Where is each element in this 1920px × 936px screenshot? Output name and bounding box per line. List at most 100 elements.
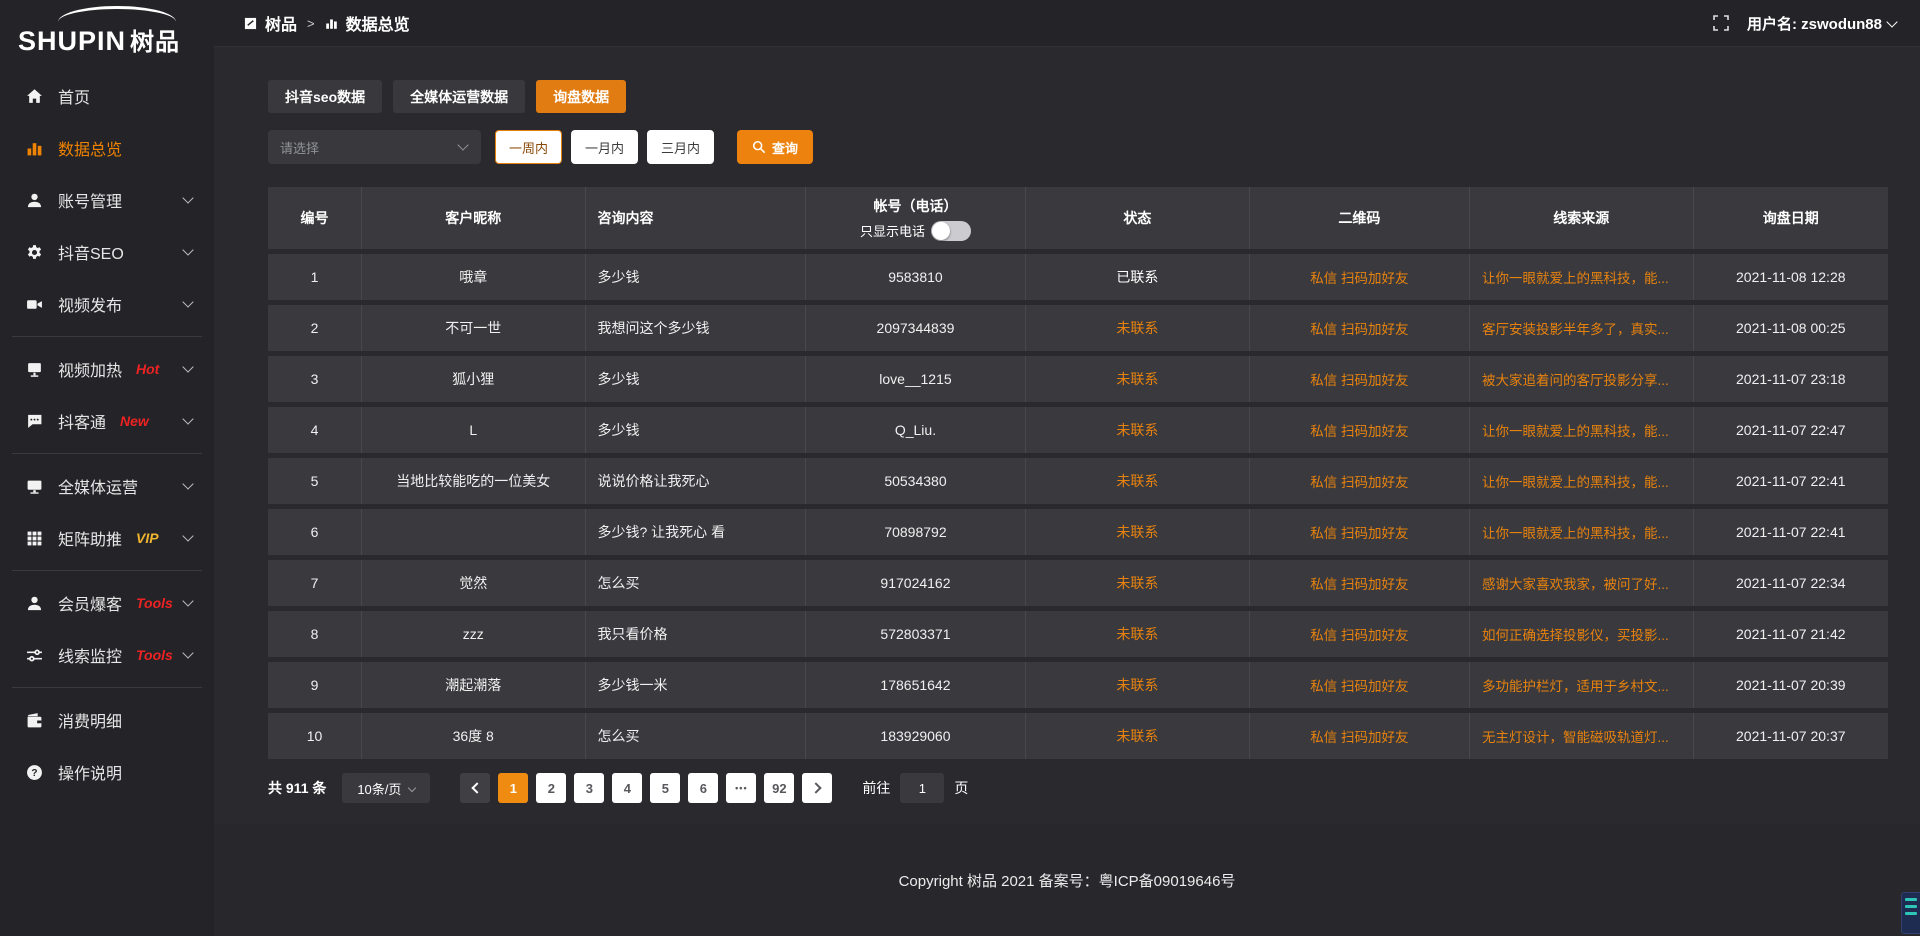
- sidebar-item-spend-detail[interactable]: 消费明细: [0, 694, 214, 746]
- cell-content: 说说价格让我死心: [585, 458, 806, 504]
- sidebar-item-douyin-seo[interactable]: 抖音SEO: [0, 226, 214, 278]
- lead-source-link[interactable]: 被大家追着问的客厅投影分享...: [1481, 373, 1669, 388]
- range-month-button[interactable]: 一月内: [571, 130, 639, 164]
- sidebar-item-matrix-boost[interactable]: 矩阵助推 VIP: [0, 512, 214, 564]
- header-qrcode: 二维码: [1249, 187, 1470, 249]
- new-badge: New: [120, 413, 149, 429]
- cell-account: 70898792: [805, 509, 1027, 555]
- qr-add-friend-link[interactable]: 私信 扫码加好友: [1310, 424, 1409, 439]
- screen-icon: [25, 360, 43, 378]
- user-menu[interactable]: 用户名: zswodun88: [1747, 13, 1898, 34]
- table-row: 9 潮起潮落 多少钱一米 178651642 未联系 私信 扫码加好友 多功能护…: [268, 662, 1888, 708]
- page-button-4[interactable]: 4: [612, 773, 643, 803]
- cell-content: 多少钱? 让我死心 看: [585, 509, 806, 555]
- cell-date: 2021-11-07 22:47: [1693, 407, 1888, 453]
- cell-id: 5: [268, 458, 362, 504]
- cell-nickname: 当地比较能吃的一位美女: [361, 458, 586, 504]
- tab-douyin-seo-data[interactable]: 抖音seo数据: [268, 80, 383, 113]
- page-size-select[interactable]: 10条/页: [342, 773, 431, 803]
- sidebar-item-member-burst[interactable]: 会员爆客 Tools: [0, 577, 214, 629]
- status-badge: 未联系: [1116, 677, 1159, 693]
- lead-source-link[interactable]: 感谢大家喜欢我家，被问了好...: [1481, 577, 1669, 592]
- cell-id: 2: [268, 305, 362, 351]
- sidebar-item-label: 数据总览: [58, 142, 123, 159]
- lead-source-link[interactable]: 客厅安装投影半年多了，真实...: [1481, 322, 1669, 337]
- sidebar-item-account-mgmt[interactable]: 账号管理: [0, 174, 214, 226]
- page-button-5[interactable]: 5: [650, 773, 681, 803]
- chevron-down-icon: [182, 192, 194, 204]
- sidebar-item-home[interactable]: 首页: [0, 70, 214, 122]
- tab-inquiry-data[interactable]: 询盘数据: [536, 80, 627, 113]
- chevron-down-icon: [182, 413, 194, 425]
- page-button-1[interactable]: 1: [498, 773, 529, 803]
- page-button-3[interactable]: 3: [574, 773, 605, 803]
- qr-add-friend-link[interactable]: 私信 扫码加好友: [1310, 322, 1409, 337]
- cell-id: 4: [268, 407, 362, 453]
- header-id: 编号: [268, 187, 362, 249]
- next-page-button[interactable]: [802, 773, 833, 803]
- goto-label: 前往: [862, 780, 891, 796]
- cell-content: 我想问这个多少钱: [585, 305, 806, 351]
- page-button-2[interactable]: 2: [536, 773, 567, 803]
- lead-source-link[interactable]: 让你一眼就爱上的黑科技，能...: [1481, 424, 1669, 439]
- cell-date: 2021-11-07 20:37: [1693, 713, 1888, 759]
- chevron-down-icon: [182, 647, 194, 659]
- sidebar-item-omni-media[interactable]: 全媒体运营: [0, 460, 214, 512]
- lead-source-link[interactable]: 让你一眼就爱上的黑科技，能...: [1481, 526, 1669, 541]
- header-account-label: 帐号（电话）: [873, 197, 958, 214]
- lead-source-link[interactable]: 让你一眼就爱上的黑科技，能...: [1481, 271, 1669, 286]
- qr-add-friend-link[interactable]: 私信 扫码加好友: [1310, 475, 1409, 490]
- qr-add-friend-link[interactable]: 私信 扫码加好友: [1310, 526, 1409, 541]
- table-row: 2 不可一世 我想问这个多少钱 2097344839 未联系 私信 扫码加好友 …: [268, 305, 1888, 351]
- goto-page-input[interactable]: [900, 773, 945, 803]
- fullscreen-icon[interactable]: [1713, 15, 1729, 31]
- breadcrumb-home[interactable]: 树品: [265, 17, 298, 34]
- search-button[interactable]: 查询: [737, 130, 814, 164]
- app-square-icon: [244, 17, 257, 30]
- lead-source-link[interactable]: 多功能护栏灯，适用于乡村文...: [1481, 679, 1669, 694]
- sidebar-item-help[interactable]: ? 操作说明: [0, 746, 214, 798]
- qr-add-friend-link[interactable]: 私信 扫码加好友: [1310, 271, 1409, 286]
- cell-date: 2021-11-07 22:41: [1693, 509, 1888, 555]
- tab-omni-media-data[interactable]: 全媒体运营数据: [393, 80, 526, 113]
- qr-add-friend-link[interactable]: 私信 扫码加好友: [1310, 373, 1409, 388]
- cell-account: 178651642: [805, 662, 1027, 708]
- lead-source-link[interactable]: 无主灯设计，智能磁吸轨道灯...: [1481, 730, 1669, 745]
- sidebar-item-video-heat[interactable]: 视频加热 Hot: [0, 343, 214, 395]
- qr-add-friend-link[interactable]: 私信 扫码加好友: [1310, 628, 1409, 643]
- goto-page: 前往 页: [862, 773, 968, 803]
- qr-add-friend-link[interactable]: 私信 扫码加好友: [1310, 730, 1409, 745]
- chevron-down-icon: [182, 296, 194, 308]
- video-icon: [25, 295, 43, 313]
- header-status: 状态: [1026, 187, 1250, 249]
- table-row: 3 狐小狸 多少钱 love__1215 未联系 私信 扫码加好友 被大家追着问…: [268, 356, 1888, 402]
- logo-text: SHUPIN 树品: [18, 22, 214, 57]
- goto-unit: 页: [954, 780, 969, 796]
- sidebar-item-lead-monitor[interactable]: 线索监控 Tools: [0, 629, 214, 681]
- phone-only-toggle[interactable]: [930, 220, 971, 241]
- table-row: 1 哦章 多少钱 9583810 已联系 私信 扫码加好友 让你一眼就爱上的黑科…: [268, 254, 1888, 300]
- account-select[interactable]: 请选择: [268, 130, 481, 164]
- page-button-92[interactable]: 92: [764, 773, 795, 803]
- page-ellipsis-button[interactable]: •••: [726, 773, 757, 803]
- qr-add-friend-link[interactable]: 私信 扫码加好友: [1310, 577, 1409, 592]
- lead-source-link[interactable]: 如何正确选择投影仪，买投影...: [1481, 628, 1669, 643]
- sidebar-item-label: 视频发布: [58, 298, 123, 315]
- floating-widget[interactable]: [1901, 892, 1920, 934]
- app-logo: SHUPIN 树品: [0, 0, 214, 62]
- sidebar-item-label: 矩阵助推: [58, 532, 123, 549]
- sidebar-item-data-overview[interactable]: 数据总览: [0, 122, 214, 174]
- qr-add-friend-link[interactable]: 私信 扫码加好友: [1310, 679, 1409, 694]
- sidebar-item-video-publish[interactable]: 视频发布: [0, 278, 214, 330]
- cell-account: 183929060: [805, 713, 1027, 759]
- table-row: 5 当地比较能吃的一位美女 说说价格让我死心 50534380 未联系 私信 扫…: [268, 458, 1888, 504]
- page-button-6[interactable]: 6: [688, 773, 719, 803]
- cell-date: 2021-11-07 21:42: [1693, 611, 1888, 657]
- range-quarter-button[interactable]: 三月内: [647, 130, 715, 164]
- sidebar-item-doukestong[interactable]: 抖客通 New: [0, 395, 214, 447]
- prev-page-button[interactable]: [460, 773, 491, 803]
- range-week-button[interactable]: 一周内: [495, 130, 563, 164]
- lead-source-link[interactable]: 让你一眼就爱上的黑科技，能...: [1481, 475, 1669, 490]
- cell-nickname: 潮起潮落: [361, 662, 586, 708]
- sidebar-item-label: 线索监控: [58, 649, 123, 666]
